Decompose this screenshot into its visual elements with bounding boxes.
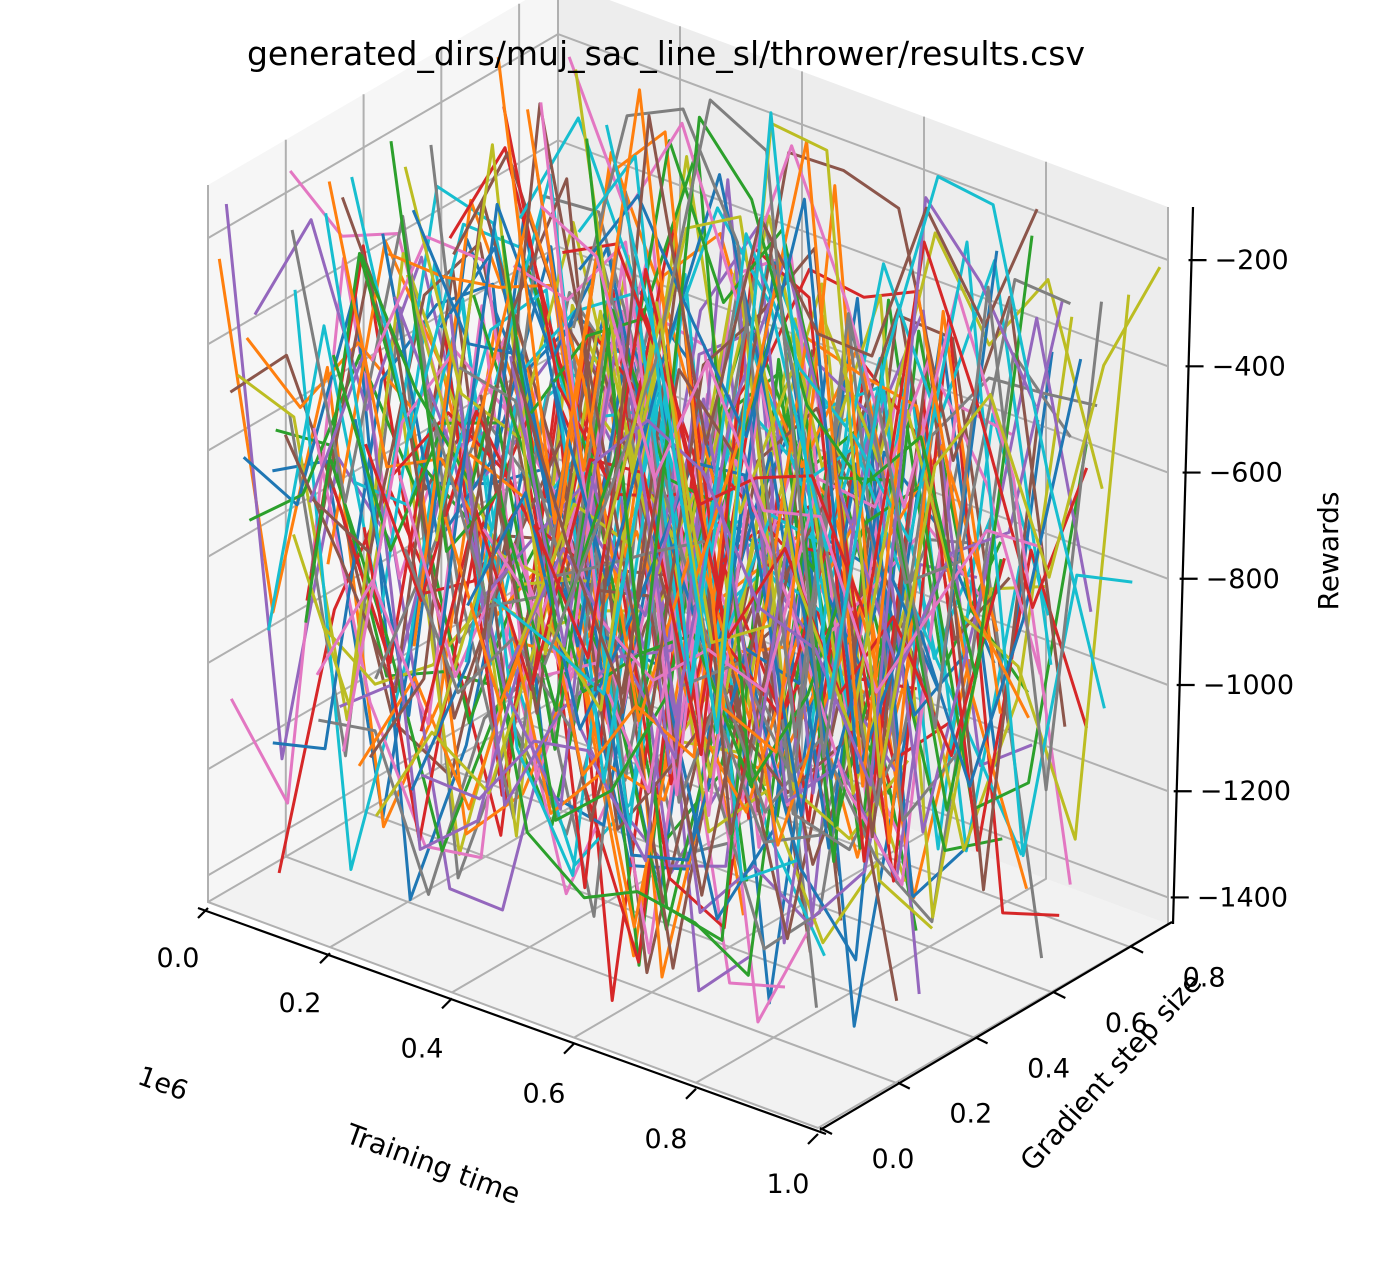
y-tick-label: 0.4 (1027, 1053, 1070, 1084)
x-axis-line (197, 906, 827, 1136)
x-tick-label: 0.4 (401, 1033, 444, 1064)
grid-line-y (284, 139, 897, 1084)
y-tick-label: 0.0 (872, 1144, 915, 1175)
series-line (359, 253, 864, 714)
x-tick (197, 907, 209, 919)
x-tick (319, 952, 331, 964)
x-tick-label: 1.0 (767, 1169, 810, 1200)
z-tick-label: −800 (1206, 564, 1280, 595)
z-tick-label: −600 (1209, 458, 1283, 489)
axis-lines (197, 206, 1207, 1145)
series-line (593, 114, 1039, 692)
series-line (602, 121, 1162, 779)
series-line (585, 115, 1034, 679)
y-tick-label: 0.8 (1183, 963, 1226, 994)
tick-labels: 0.0 0.2 0.4 0.6 0.8 1.0 0.0 0.2 0.4 0.6 0.8 −200 −40… (157, 245, 1295, 1200)
y-axis-line (819, 921, 1173, 1131)
y-tick (897, 1081, 911, 1090)
series-line (539, 204, 1043, 694)
x-tick-label: 0.6 (523, 1079, 566, 1110)
chart-title: generated_dirs/muj_sac_line_sl/thrower/r… (247, 34, 1085, 73)
x-axis-offset-label: 1e6 (134, 1061, 192, 1108)
z-tick-label: −1200 (1200, 776, 1291, 807)
x-axis-label: Training time (341, 1117, 525, 1211)
y-tick-label: 0.6 (1105, 1008, 1148, 1039)
series-line (591, 196, 1038, 787)
series-line (567, 56, 1072, 885)
x-tick-label: 0.0 (157, 943, 200, 974)
x-tick-label: 0.8 (645, 1124, 688, 1155)
series-line (318, 389, 818, 1008)
z-axis-line (1171, 206, 1195, 925)
x-tick (807, 1133, 819, 1145)
z-tick-label: −400 (1212, 351, 1286, 382)
series-line (529, 146, 1088, 811)
z-tick-label: −1400 (1197, 882, 1288, 913)
series-line (224, 203, 727, 912)
z-tick-label: −200 (1215, 245, 1289, 276)
series-line (532, 240, 1089, 660)
series-line (410, 218, 914, 962)
z-axis-label: Rewards (1312, 492, 1345, 611)
x-tick (685, 1088, 697, 1100)
series-line (530, 246, 1089, 863)
y-tick (975, 1036, 989, 1045)
z-tick-label: −1000 (1203, 670, 1294, 701)
x-tick-label: 0.2 (279, 988, 322, 1019)
grid-line-y (362, 94, 974, 1039)
y-tick (1130, 945, 1144, 954)
series-line (577, 154, 1133, 858)
series-line (578, 194, 1083, 788)
series-line (605, 111, 1106, 735)
y-tick (1052, 991, 1066, 999)
series-lines (217, 56, 1162, 1028)
x-tick (563, 1042, 575, 1055)
grid-line-y (207, 185, 819, 1129)
x-tick (441, 997, 453, 1010)
y-tick-label: 0.2 (949, 1099, 992, 1130)
y-tick (819, 1127, 833, 1135)
grid-line-z (207, 32, 1169, 262)
series-line (458, 190, 1072, 822)
series-line (432, 246, 1044, 959)
series-line (500, 139, 1003, 812)
